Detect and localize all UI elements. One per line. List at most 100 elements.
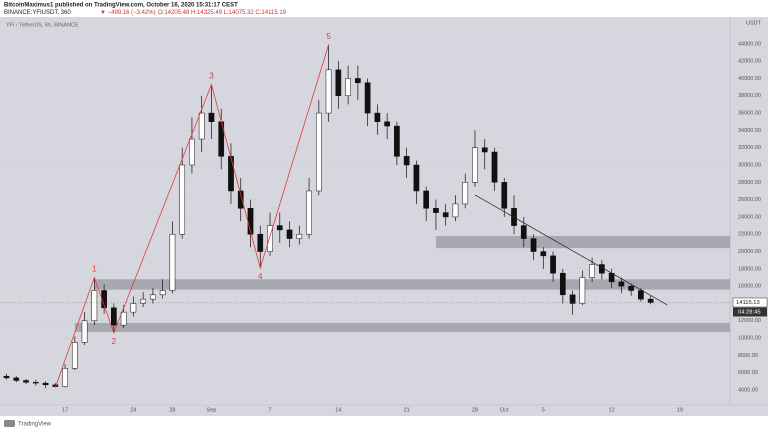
y-tick-label: 16000.00: [738, 284, 761, 290]
y-axis-bg: [730, 17, 768, 405]
candle-body: [150, 294, 156, 300]
x-tick-label: Oct: [500, 407, 509, 413]
currency: USDT: [746, 20, 762, 26]
y-tick-label: 20000.00: [738, 249, 761, 255]
candle-body: [101, 290, 107, 309]
y-tick-label: 36000.00: [738, 111, 761, 117]
candle-body: [120, 311, 127, 326]
candle-body: [413, 164, 420, 192]
price-change: ▼ −499.16 (−3.42%): [100, 10, 156, 16]
y-tick-label: 6000.00: [738, 370, 758, 376]
candle-body: [550, 255, 556, 274]
candle-body: [638, 290, 644, 300]
candle-body: [345, 78, 351, 97]
candle-body: [208, 112, 215, 122]
y-tick-label: 44000.00: [738, 41, 761, 47]
ohlc: O:14205.48 H:14325.49 L:14075.32 C:14115…: [158, 10, 287, 16]
candle-body: [71, 342, 78, 369]
candle-body: [452, 203, 459, 218]
candle-body: [491, 151, 498, 183]
trendline: [474, 194, 668, 306]
candle-body: [569, 294, 576, 304]
candle-body: [237, 190, 244, 209]
published-line: BitcoinMaximus1 published on TradingView…: [4, 3, 238, 9]
candle-body: [628, 285, 634, 291]
x-tick-label: 28: [472, 407, 478, 413]
y-tick-label: 4000.00: [738, 387, 758, 393]
candle-body: [540, 251, 547, 257]
candle-body: [130, 303, 137, 313]
candle-body: [433, 208, 439, 213]
candle-body: [462, 182, 469, 205]
y-tick-label: 10000.00: [738, 336, 761, 342]
x-tick-label: 5: [542, 407, 545, 413]
candle-body: [228, 156, 234, 192]
wave-line: [54, 44, 329, 388]
candle-body: [42, 382, 49, 386]
y-tick-label: 28000.00: [738, 180, 761, 186]
candle-body: [286, 229, 293, 239]
candle-body: [267, 225, 273, 252]
y-tick-label: 42000.00: [738, 59, 761, 65]
candle-body: [3, 375, 10, 379]
y-tick-label: 34000.00: [738, 128, 761, 134]
candle-body: [189, 138, 195, 166]
wave-label: 5: [326, 32, 331, 41]
x-tick-label: 17: [62, 407, 68, 413]
candle-body: [355, 78, 361, 84]
candle-body: [403, 156, 410, 166]
candle-body: [13, 377, 20, 381]
candle-body: [159, 290, 166, 296]
candle-body: [579, 277, 586, 304]
candle-body: [364, 82, 371, 114]
candle-body: [472, 147, 478, 183]
candle-body: [315, 112, 322, 192]
x-tick-label: 14: [335, 407, 341, 413]
zone: [435, 235, 730, 249]
countdown: 04:28:45: [738, 310, 761, 316]
x-tick-label: 28: [169, 407, 175, 413]
brand-logo: [4, 420, 15, 427]
y-tick-label: 18000.00: [738, 266, 761, 272]
y-tick-label: 12000.00: [738, 318, 761, 324]
y-tick-label: 38000.00: [738, 93, 761, 99]
y-tick-label: 30000.00: [738, 162, 761, 168]
candle-body: [325, 69, 332, 114]
x-tick-label: 19: [677, 407, 683, 413]
candle-body: [169, 233, 176, 291]
last-price-box: [732, 297, 768, 308]
candle-body: [91, 290, 98, 322]
y-tick-label: 8000.00: [738, 353, 758, 359]
x-tick-label: 12: [609, 407, 615, 413]
plot-bg: [0, 17, 730, 405]
chart-title: YFI / TetherUS, 6h, BINANCE: [6, 22, 79, 28]
y-tick-label: 32000.00: [738, 145, 761, 151]
candle-body: [520, 225, 527, 239]
candle-body: [374, 112, 381, 122]
candle-body: [335, 69, 342, 97]
candle-body: [384, 121, 390, 127]
candle-body: [32, 381, 39, 384]
wave-label: 1: [92, 265, 97, 274]
candle-body: [530, 238, 537, 252]
candle-body: [296, 233, 303, 239]
candle-body: [198, 112, 205, 140]
candle-body: [442, 212, 449, 218]
symbol: BINANCE:YFIUSDT, 360: [4, 10, 71, 16]
candle-body: [276, 225, 283, 231]
candle-body: [589, 264, 595, 278]
candle-body: [423, 190, 430, 209]
y-tick-label: 40000.00: [738, 76, 761, 82]
y-tick-label: 24000.00: [738, 214, 761, 220]
last-price-label: 14115.13: [736, 300, 760, 306]
candle-body: [481, 147, 488, 153]
x-tick-label: 7: [268, 407, 271, 413]
wave-label: 2: [112, 337, 117, 346]
x-tick-label: Sep: [207, 407, 217, 413]
candle-body: [394, 125, 400, 157]
x-axis-bg: [0, 405, 768, 416]
countdown-box: [733, 307, 767, 317]
candle-body: [62, 368, 68, 387]
candle-body: [81, 320, 88, 343]
